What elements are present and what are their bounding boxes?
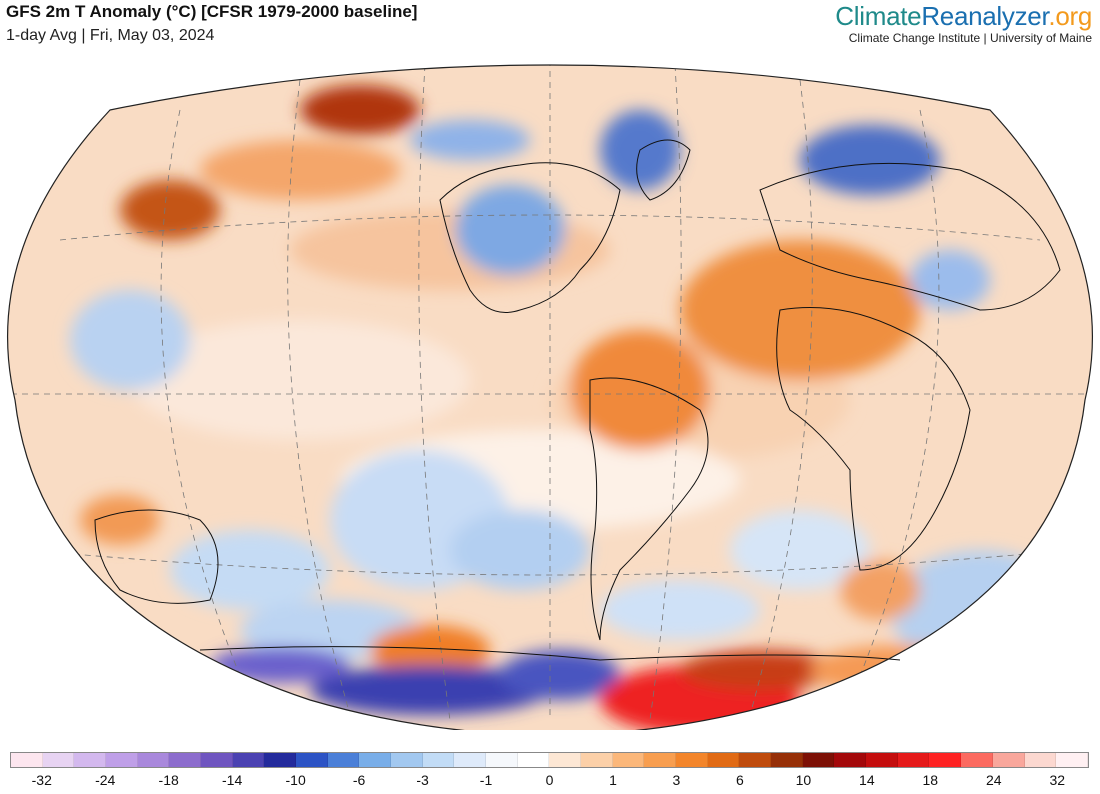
globe-boundary [6,64,1094,736]
colorbar-swatch [359,753,392,767]
anomaly-map [0,50,1100,736]
colorbar-swatch [866,753,898,767]
colorbar-tick-label: -1 [479,772,493,788]
colorbar-swatch [327,753,360,767]
colorbar-tick-label: 6 [736,772,744,788]
brand-logo-climate: Climate [835,1,922,31]
colorbar-swatch [106,753,138,767]
colorbar-swatch [992,753,1025,767]
colorbar-swatch [834,753,867,767]
colorbar-tick-label: 24 [985,772,1002,788]
colorbar-tick-label: -10 [285,772,306,788]
brand-logo-reanalyzer: Reanalyzer [921,1,1049,31]
eurasia-outline [759,162,1061,311]
colorbar-swatch [739,753,772,767]
colorbar [10,752,1089,768]
colorbar-swatch [929,753,962,767]
colorbar-swatch [486,753,518,767]
brand-tagline: Climate Change Institute | University of… [848,31,1092,45]
south-america-outline [589,377,709,641]
antarctica-outline [199,646,901,661]
colorbar-swatch [74,753,107,767]
colorbar-swatch [422,753,455,767]
colorbar-tick-label: 1 [609,772,617,788]
colorbar-tick-label: 18 [922,772,939,788]
africa-outline [776,307,971,571]
colorbar-swatch [232,753,265,767]
colorbar-swatch [581,753,613,767]
colorbar-tick-label: -24 [95,772,116,788]
colorbar-swatch [961,753,993,767]
map-subtitle: 1-day Avg | Fri, May 03, 2024 [6,27,215,44]
brand-block: ClimateReanalyzer.org Climate Change Ins… [835,0,1092,45]
colorbar-swatch [42,753,75,767]
brand-logo-org: .org [1048,1,1092,31]
colorbar-swatch [897,753,930,767]
greenland-outline [636,139,691,201]
colorbar-swatch [391,753,423,767]
colorbar-swatch [771,753,803,767]
brand-logo[interactable]: ClimateReanalyzer.org [835,0,1092,32]
colorbar-tick-label: -14 [222,772,243,788]
world-map-svg [6,64,1094,736]
colorbar-tick-label: 14 [859,772,875,788]
colorbar-ticks: -32 -24 -18 -14 -10 -6 -3 -1 0 1 3 6 10 14 18 24 32 [10,772,1089,792]
colorbar-swatch [296,753,328,767]
colorbar-tick-label: -18 [158,772,179,788]
map-title: GFS 2m T Anomaly (°C) [CFSR 1979-2000 ba… [6,2,418,21]
colorbar-swatch [11,753,43,767]
colorbar-tick-label: 0 [545,772,554,788]
colorbar-tick-label: -6 [352,772,366,788]
australia-outline [94,509,219,604]
colorbar-swatch [137,753,170,767]
colorbar-swatch [549,753,582,767]
colorbar-tick-label: 10 [795,772,812,788]
land-outlines [94,139,1061,661]
colorbar-swatch [707,753,740,767]
colorbar-swatch [644,753,677,767]
colorbar-swatch [517,753,550,767]
colorbar-swatch [802,753,835,767]
graticule [7,65,1093,721]
colorbar-swatch [1056,753,1088,767]
colorbar-tick-label: 32 [1049,772,1066,788]
colorbar-swatch [454,753,487,767]
colorbar-swatch [264,753,297,767]
colorbar-swatch [169,753,202,767]
colorbar-tick-label: -3 [416,772,429,788]
colorbar-swatch [1024,753,1057,767]
colorbar-tick-label: -32 [31,772,52,788]
colorbar-tick-label: 3 [672,772,681,788]
colorbar-swatch [676,753,708,767]
colorbar-swatch [612,753,645,767]
north-america-outline [439,162,621,313]
colorbar-swatch [201,753,233,767]
